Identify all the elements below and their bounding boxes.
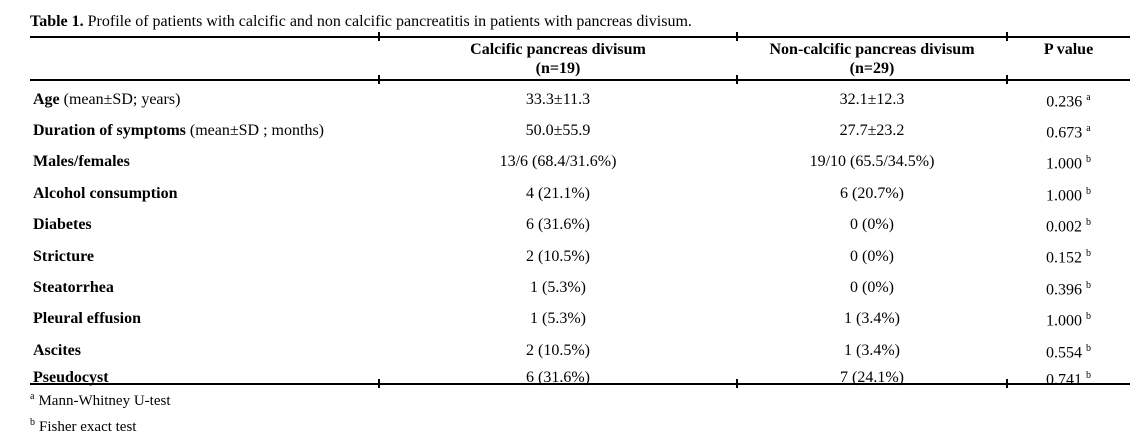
row-label: Pseudocyst [33,368,109,386]
p-value: 1.000 b [1046,154,1091,173]
row-label: Age (mean±SD; years) [33,90,181,108]
noncalcific-value: 0 (0%) [850,247,894,265]
row-label: Males/females [33,153,130,171]
table-row-alcohol: Alcohol consumption 4 (21.1%) 6 (20.7%) … [30,178,1130,209]
calcific-value: 13/6 (68.4/31.6%) [499,153,617,171]
row-label: Steatorrhea [33,279,114,297]
p-value: 0.741 b [1046,369,1091,388]
table-top-rule [30,36,1130,38]
calcific-value: 2 (10.5%) [526,341,590,359]
calcific-value: 6 (31.6%) [526,368,590,386]
column-divider-tick [378,32,380,41]
p-value: 0.236 a [1046,91,1091,110]
column-divider-tick [1006,379,1008,388]
column-divider-tick [378,379,380,388]
table-footnotes: a Mann-Whitney U-test b Fisher exact test [30,386,630,438]
header-characteristic [30,40,379,79]
row-label: Diabetes [33,216,92,234]
header-noncalcific: Non-calcific pancreas divisum (n=29) [737,40,1007,79]
table-row-males-females: Males/females 13/6 (68.4/31.6%) 19/10 (6… [30,147,1130,178]
footnote-marker: a [1086,122,1091,134]
p-value: 0.152 b [1046,248,1091,267]
calcific-value: 6 (31.6%) [526,216,590,234]
column-divider-tick [1006,75,1008,84]
p-value: 0.002 b [1046,217,1091,236]
footnote-marker: b [1086,217,1091,229]
noncalcific-value: 0 (0%) [850,279,894,297]
row-label: Duration of symptoms (mean±SD ; months) [33,122,324,140]
header-noncalcific-n: (n=29) [849,60,895,77]
table-caption: Table 1. Profile of patients with calcif… [30,11,1130,32]
calcific-value: 4 (21.1%) [526,184,590,202]
column-divider-tick [736,379,738,388]
p-value: 1.000 b [1046,311,1091,330]
footnote-marker: b [1086,154,1091,166]
footnote-b: b Fisher exact test [30,417,137,435]
calcific-value: 1 (5.3%) [530,310,586,328]
table-row-steatorrhea: Steatorrhea 1 (5.3%) 0 (0%) 0.396 b [30,272,1130,303]
header-noncalcific-title: Non-calcific pancreas divisum [769,41,975,58]
calcific-value: 2 (10.5%) [526,247,590,265]
table-header-rule [30,79,1130,81]
p-value: 0.554 b [1046,342,1091,361]
row-label: Ascites [33,341,81,359]
table-bottom-rule [30,383,1130,385]
noncalcific-value: 1 (3.4%) [844,341,900,359]
calcific-value: 50.0±55.9 [525,122,591,140]
table-row-duration: Duration of symptoms (mean±SD ; months) … [30,115,1130,146]
p-value: 0.396 b [1046,279,1091,299]
noncalcific-value: 1 (3.4%) [844,310,900,328]
footnote-marker: a [1086,91,1091,103]
footnote-marker: a [30,391,35,402]
p-value: 0.673 a [1046,122,1091,142]
table-row-pseudocyst: Pseudocyst 6 (31.6%) 7 (24.1%) 0.741 b [30,367,1130,388]
table-row-age: Age (mean±SD; years) 33.3±11.3 32.1±12.3… [30,84,1130,115]
footnote-marker: b [1086,311,1091,323]
table-row-ascites: Ascites 2 (10.5%) 1 (3.4%) 0.554 b [30,335,1130,366]
table-row-diabetes: Diabetes 6 (31.6%) 0 (0%) 0.002 b [30,210,1130,241]
footnote-a: a Mann-Whitney U-test [30,391,171,409]
footnote-marker: b [1086,369,1091,381]
table-caption-text: Profile of patients with calcific and no… [83,13,692,30]
table-header-row: Calcific pancreas divisum (n=19) Non-cal… [30,40,1130,79]
row-label: Stricture [33,247,95,265]
footnote-marker: b [1086,279,1091,291]
column-divider-tick [1006,32,1008,41]
column-divider-tick [736,75,738,84]
table-row-stricture: Stricture 2 (10.5%) 0 (0%) 0.152 b [30,241,1130,272]
noncalcific-value: 27.7±23.2 [839,122,905,140]
noncalcific-value: 19/10 (65.5/34.5%) [809,153,935,171]
noncalcific-value: 0 (0%) [850,216,894,234]
footnote-marker: b [1086,248,1091,260]
noncalcific-value: 32.1±12.3 [839,90,905,108]
noncalcific-value: 6 (20.7%) [840,184,904,202]
header-calcific: Calcific pancreas divisum (n=19) [379,40,737,79]
calcific-value: 33.3±11.3 [525,90,591,108]
noncalcific-value: 7 (24.1%) [840,368,904,386]
table-body: Age (mean±SD; years) 33.3±11.3 32.1±12.3… [30,84,1130,388]
header-calcific-title: Calcific pancreas divisum [470,41,646,58]
header-pvalue: P value [1043,41,1094,58]
row-label: Pleural effusion [33,310,141,328]
table-row-pleural-effusion: Pleural effusion 1 (5.3%) 1 (3.4%) 1.000… [30,304,1130,335]
table-caption-number: Table 1. [30,13,84,30]
column-divider-tick [378,75,380,84]
column-divider-tick [736,32,738,41]
row-label: Alcohol consumption [33,184,178,202]
p-value: 1.000 b [1046,185,1091,205]
header-calcific-n: (n=19) [535,60,581,77]
calcific-value: 1 (5.3%) [530,279,586,297]
footnote-marker: b [1086,342,1091,354]
footnote-marker: b [30,417,35,428]
footnote-marker: b [1086,185,1091,197]
